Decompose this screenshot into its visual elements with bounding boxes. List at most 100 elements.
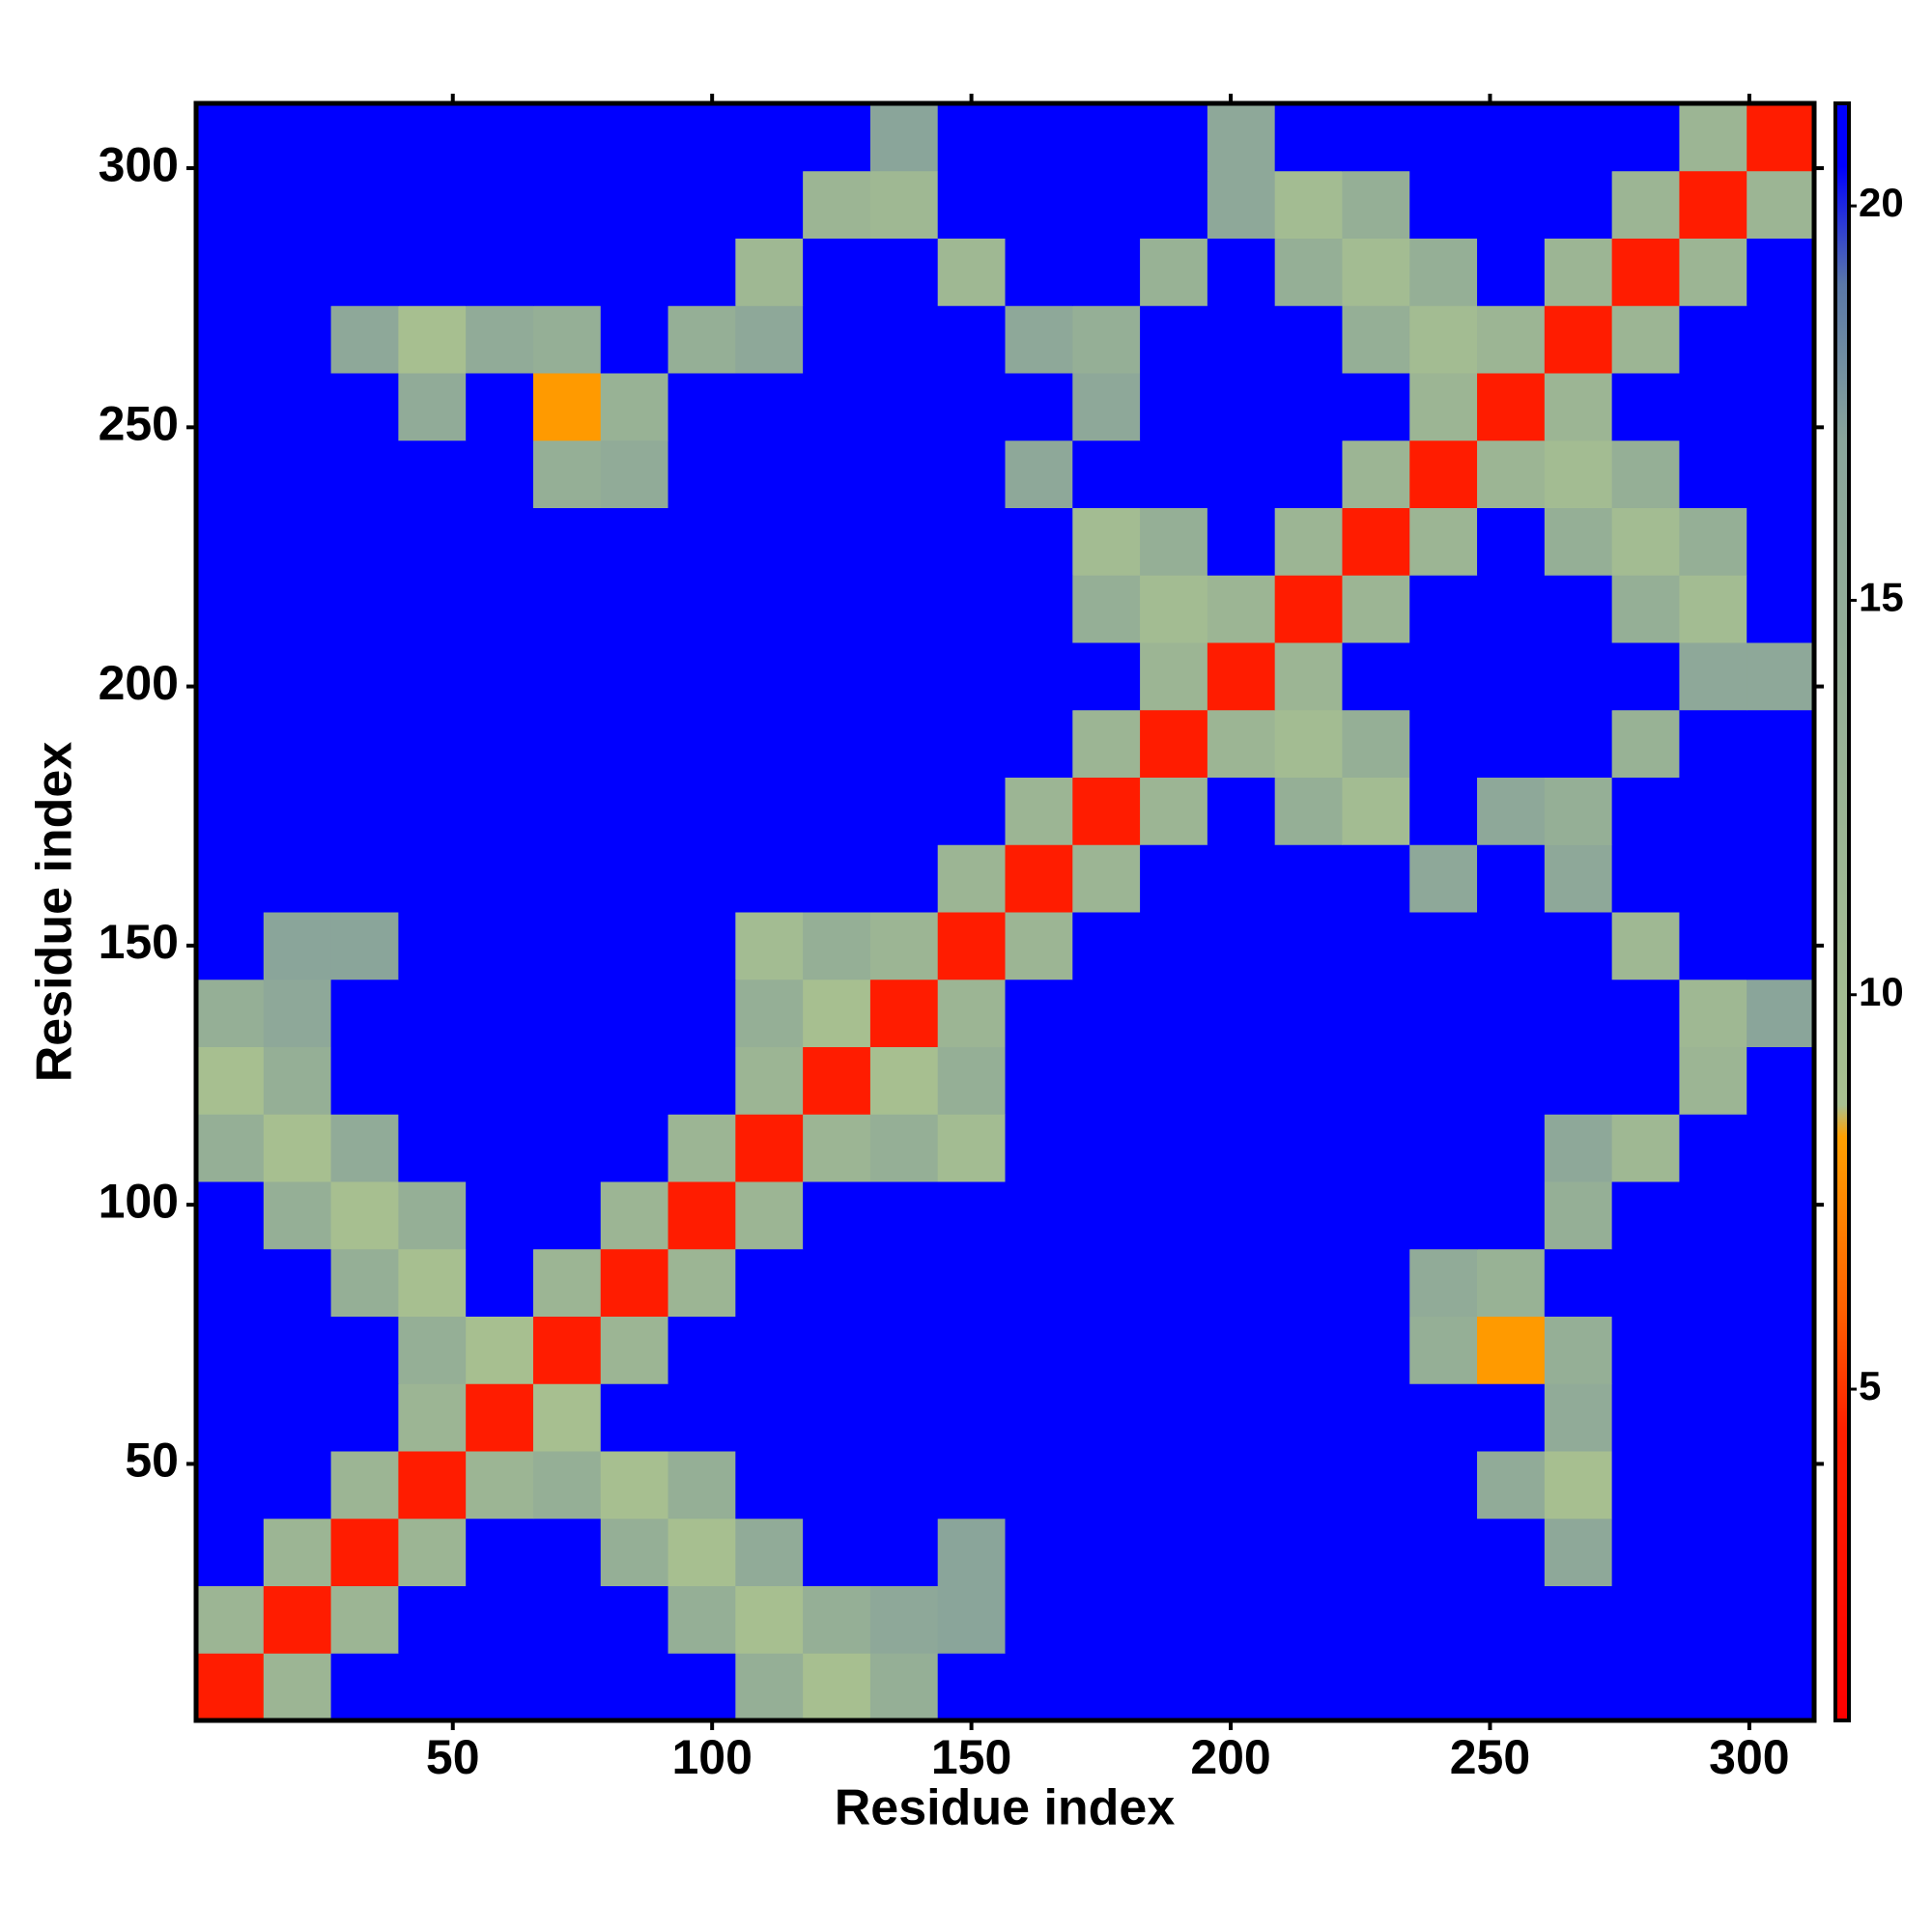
heatmap-cell [1072, 170, 1141, 239]
heatmap-cell [398, 1248, 467, 1317]
heatmap-cell [803, 507, 871, 576]
heatmap-cell [330, 440, 399, 508]
heatmap-cell [937, 979, 1006, 1047]
heatmap-cell [1409, 575, 1478, 643]
heatmap-cell [1072, 305, 1141, 374]
heatmap-cell [1544, 373, 1613, 441]
heatmap-cell [1409, 912, 1478, 980]
heatmap-cell [330, 1383, 399, 1452]
heatmap-cell [532, 1518, 602, 1586]
heatmap-cell [668, 1653, 736, 1721]
heatmap-cell [1409, 979, 1478, 1047]
heatmap-cell [330, 1181, 399, 1250]
heatmap-cell [330, 1316, 399, 1384]
heatmap-cell [1342, 642, 1410, 711]
heatmap-cell [600, 103, 669, 172]
heatmap-cell [1342, 1316, 1410, 1384]
heatmap-cell [1342, 575, 1410, 643]
heatmap-cell [1477, 979, 1546, 1047]
heatmap-cell [1544, 575, 1613, 643]
heatmap-cell [1005, 170, 1073, 239]
heatmap-cell [803, 575, 871, 643]
heatmap-cell [263, 1316, 332, 1384]
heatmap-cell [263, 844, 332, 913]
heatmap-cell [1207, 373, 1276, 441]
heatmap-cell [532, 912, 602, 980]
heatmap-cell [1072, 844, 1141, 913]
heatmap-cell [1207, 575, 1276, 643]
heatmap-cell [1477, 507, 1546, 576]
heatmap-cell [1072, 1114, 1141, 1182]
heatmap-cell [398, 709, 467, 778]
y-axis-title: Residue index [27, 742, 83, 1083]
heatmap-cell [735, 1316, 804, 1384]
heatmap-cell [803, 103, 871, 172]
plot-frame [193, 100, 1817, 1723]
heatmap-cell [1544, 979, 1613, 1047]
y-tick-label: 50 [125, 1434, 179, 1488]
heatmap-cell [735, 844, 804, 913]
heatmap-cell [600, 979, 669, 1047]
heatmap-cell [263, 777, 332, 845]
heatmap-cell [1544, 1518, 1613, 1586]
heatmap-cell [330, 1451, 399, 1520]
heatmap-cell [1072, 912, 1141, 980]
heatmap-cell [869, 1518, 939, 1586]
heatmap-cell [803, 709, 871, 778]
heatmap-cell [600, 1585, 669, 1654]
heatmap-cell [330, 777, 399, 845]
heatmap-cell [398, 1653, 467, 1721]
heatmap-cell [1207, 844, 1276, 913]
heatmap-cell [1274, 709, 1343, 778]
heatmap-cell [466, 1653, 534, 1721]
heatmap-cell [1679, 1383, 1747, 1452]
heatmap-cell [1342, 305, 1410, 374]
heatmap-cell [1477, 373, 1546, 441]
heatmap-cell [398, 507, 467, 576]
heatmap-cell [1611, 103, 1680, 172]
heatmap-cell [263, 1046, 332, 1115]
heatmap-cell [1005, 1046, 1073, 1115]
heatmap-cell [1409, 1046, 1478, 1115]
y-tick-label: 300 [99, 137, 179, 191]
heatmap-cell [1747, 103, 1815, 172]
heatmap-cell [1140, 709, 1208, 778]
heatmap-cell [869, 1114, 939, 1182]
heatmap-cell [1409, 642, 1478, 711]
heatmap-cell [668, 1451, 736, 1520]
heatmap-cell [1342, 170, 1410, 239]
heatmap-cell [1274, 440, 1343, 508]
heatmap-cell [1679, 1316, 1747, 1384]
heatmap-cell [532, 979, 602, 1047]
heatmap-cell [466, 440, 534, 508]
heatmap-cell [1140, 1585, 1208, 1654]
heatmap-cell [1274, 1181, 1343, 1250]
heatmap-cell [668, 912, 736, 980]
colorbar-tick-label: 5 [1859, 1363, 1881, 1408]
heatmap-cell [600, 642, 669, 711]
heatmap-cell [869, 1585, 939, 1654]
heatmap-cell [398, 1518, 467, 1586]
heatmap-cell [263, 709, 332, 778]
heatmap-cell [1747, 1316, 1815, 1384]
heatmap-cell [1747, 1585, 1815, 1654]
heatmap-cell [803, 170, 871, 239]
heatmap-cell [668, 1248, 736, 1317]
heatmap-cell [263, 1653, 332, 1721]
heatmap-cell [937, 1046, 1006, 1115]
heatmap-cell [1342, 1585, 1410, 1654]
heatmap-cell [1274, 844, 1343, 913]
heatmap-cell [1747, 777, 1815, 845]
heatmap-cell [532, 170, 602, 239]
heatmap-cell [1207, 709, 1276, 778]
heatmap-cell [1544, 1585, 1613, 1654]
heatmap-cell [532, 777, 602, 845]
heatmap-cell [398, 440, 467, 508]
heatmap-cell [668, 1585, 736, 1654]
heatmap-cell [803, 373, 871, 441]
heatmap-cell [803, 777, 871, 845]
heatmap-cell [1679, 709, 1747, 778]
heatmap-cell [1611, 1316, 1680, 1384]
